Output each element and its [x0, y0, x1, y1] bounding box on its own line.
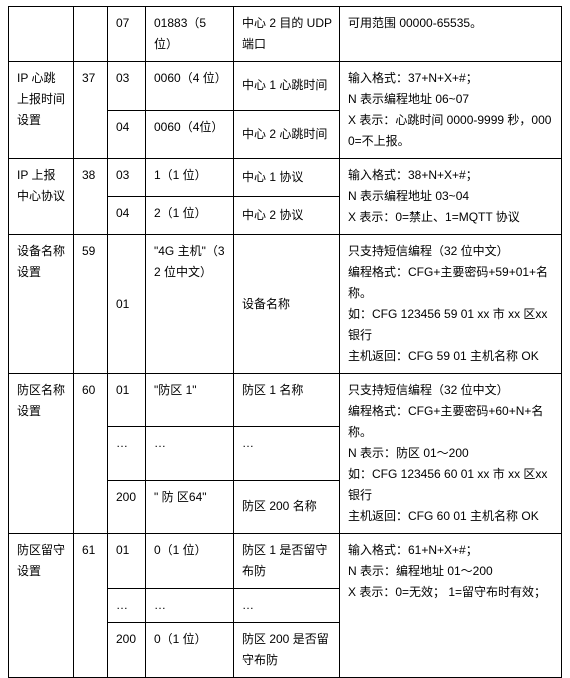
- cell: 60: [74, 374, 108, 534]
- cell: 防区 1 是否留守布防: [234, 534, 340, 589]
- cell: 防区 1 名称: [234, 374, 340, 427]
- cell: 防区 200 是否留守布防: [234, 623, 340, 678]
- cell: 防区留守设置: [9, 534, 74, 678]
- cell: …: [108, 427, 146, 480]
- cell: 0（1 位）: [146, 623, 234, 678]
- cell: 设备名称设置: [9, 235, 74, 374]
- cell: 0（1 位）: [146, 534, 234, 589]
- table-row: IP 上报中心协议 38 03 1（1 位） 中心 1 协议 输入格式：38+N…: [9, 159, 562, 197]
- cell: 输入格式：61+N+X+#；N 表示：编程地址 01～200X 表示：0=无效；…: [340, 534, 562, 678]
- cell: 防区名称设置: [9, 374, 74, 534]
- cell: 04: [108, 197, 146, 235]
- table-row: 设备名称设置 59 01 "4G 主机"（32 位中文） 设备名称 只支持短信编…: [9, 235, 562, 374]
- cell: " 防 区64": [146, 480, 234, 533]
- table-row: IP 心跳上报时间设置 37 03 0060（4 位） 中心 1 心跳时间 输入…: [9, 62, 562, 111]
- cell: 只支持短信编程（32 位中文）编程格式：CFG+主要密码+59+01+名称。如：…: [340, 235, 562, 374]
- table-row: 07 01883（5 位） 中心 2 目的 UDP 端口 可用范围 00000-…: [9, 7, 562, 62]
- cell: …: [234, 589, 340, 623]
- cell: 防区 200 名称: [234, 480, 340, 533]
- cell: 01: [108, 235, 146, 374]
- cell: …: [146, 427, 234, 480]
- cell: 01: [108, 374, 146, 427]
- cell: 38: [74, 159, 108, 235]
- cell: 中心 1 心跳时间: [234, 62, 340, 111]
- cell: 03: [108, 159, 146, 197]
- cell: 1（1 位）: [146, 159, 234, 197]
- cell: 中心 2 心跳时间: [234, 110, 340, 159]
- cell: 59: [74, 235, 108, 374]
- cell: [74, 7, 108, 62]
- cell: …: [108, 589, 146, 623]
- cell: "4G 主机"（32 位中文）: [146, 235, 234, 374]
- cell: 中心 2 目的 UDP 端口: [234, 7, 340, 62]
- cell: 只支持短信编程（32 位中文）编程格式：CFG+主要密码+60+N+名称。N 表…: [340, 374, 562, 534]
- cell: 61: [74, 534, 108, 678]
- cell: IP 心跳上报时间设置: [9, 62, 74, 159]
- cell: 04: [108, 110, 146, 159]
- cell: 输入格式：38+N+X+#；N 表示编程地址 03~04X 表示：0=禁止、1=…: [340, 159, 562, 235]
- cell: 0060（4位）: [146, 110, 234, 159]
- cell: 中心 1 协议: [234, 159, 340, 197]
- cell: "防区 1": [146, 374, 234, 427]
- cell: 可用范围 00000-65535。: [340, 7, 562, 62]
- cell: 200: [108, 623, 146, 678]
- table-row: 防区名称设置 60 01 "防区 1" 防区 1 名称 只支持短信编程（32 位…: [9, 374, 562, 427]
- cell: 设备名称: [234, 235, 340, 374]
- cell: 01: [108, 534, 146, 589]
- cell: …: [146, 589, 234, 623]
- cell: [9, 7, 74, 62]
- cell: 输入格式：37+N+X+#；N 表示编程地址 06~07X 表示：心跳时间 00…: [340, 62, 562, 159]
- cell: 07: [108, 7, 146, 62]
- cell: 0060（4 位）: [146, 62, 234, 111]
- cell: 03: [108, 62, 146, 111]
- table-row: 防区留守设置 61 01 0（1 位） 防区 1 是否留守布防 输入格式：61+…: [9, 534, 562, 589]
- cell: 37: [74, 62, 108, 159]
- cell: …: [234, 427, 340, 480]
- cell: 01883（5 位）: [146, 7, 234, 62]
- cell: 200: [108, 480, 146, 533]
- cell: IP 上报中心协议: [9, 159, 74, 235]
- config-table: 07 01883（5 位） 中心 2 目的 UDP 端口 可用范围 00000-…: [8, 6, 562, 678]
- cell: 中心 2 协议: [234, 197, 340, 235]
- cell: 2（1 位）: [146, 197, 234, 235]
